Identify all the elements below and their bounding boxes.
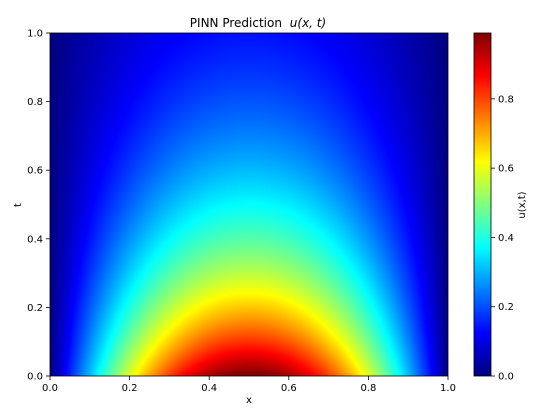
x-axis: 0.0 0.2 0.4 0.6 0.8 1.0 <box>42 376 456 394</box>
colorbar-tick-label: 0.2 <box>498 302 514 313</box>
y-tick-label: 0.4 <box>27 234 43 245</box>
colorbar-tick-label: 0.8 <box>498 94 514 105</box>
x-tick-label: 0.4 <box>201 383 217 394</box>
colorbar-tick-label: 0.6 <box>498 164 514 175</box>
y-tick-label: 0.8 <box>27 97 43 108</box>
plot-area <box>49 32 449 377</box>
heatmap <box>50 33 448 376</box>
heatmap-image-holder <box>50 33 448 376</box>
x-tick-label: 0.2 <box>122 383 138 394</box>
x-tick-label: 1.0 <box>440 383 456 394</box>
colorbar-image-holder <box>474 33 491 376</box>
y-tick-label: 0.2 <box>27 303 43 314</box>
x-tick-label: 0.6 <box>281 383 297 394</box>
plot-frame <box>49 32 449 377</box>
colorbar-label: u(x,t) <box>517 191 528 218</box>
colorbar-tick-label: 0.0 <box>498 372 514 383</box>
chart-title-math: u(x, t) <box>290 16 326 30</box>
y-axis-label: t <box>13 203 24 207</box>
y-tick-label: 0.0 <box>27 372 43 383</box>
x-axis-label: x <box>246 395 252 406</box>
colorbar-tick-label: 0.4 <box>498 233 514 244</box>
colorbar-frame <box>473 32 492 377</box>
chart-title-text: PINN Prediction <box>190 16 282 30</box>
y-tick-label: 1.0 <box>27 29 43 40</box>
colorbar-ticks: 0.0 0.2 0.4 0.6 0.8 <box>491 94 514 383</box>
y-tick-label: 0.6 <box>27 166 43 177</box>
chart-title: PINN Prediction u(x, t) <box>190 16 326 30</box>
colorbar: 0.0 0.2 0.4 0.6 0.8 u(x,t) <box>473 32 528 383</box>
colorbar-gradient <box>474 33 491 376</box>
y-axis: 0.0 0.2 0.4 0.6 0.8 1.0 <box>27 29 50 383</box>
x-tick-label: 0.0 <box>42 383 58 394</box>
x-tick-label: 0.8 <box>360 383 376 394</box>
